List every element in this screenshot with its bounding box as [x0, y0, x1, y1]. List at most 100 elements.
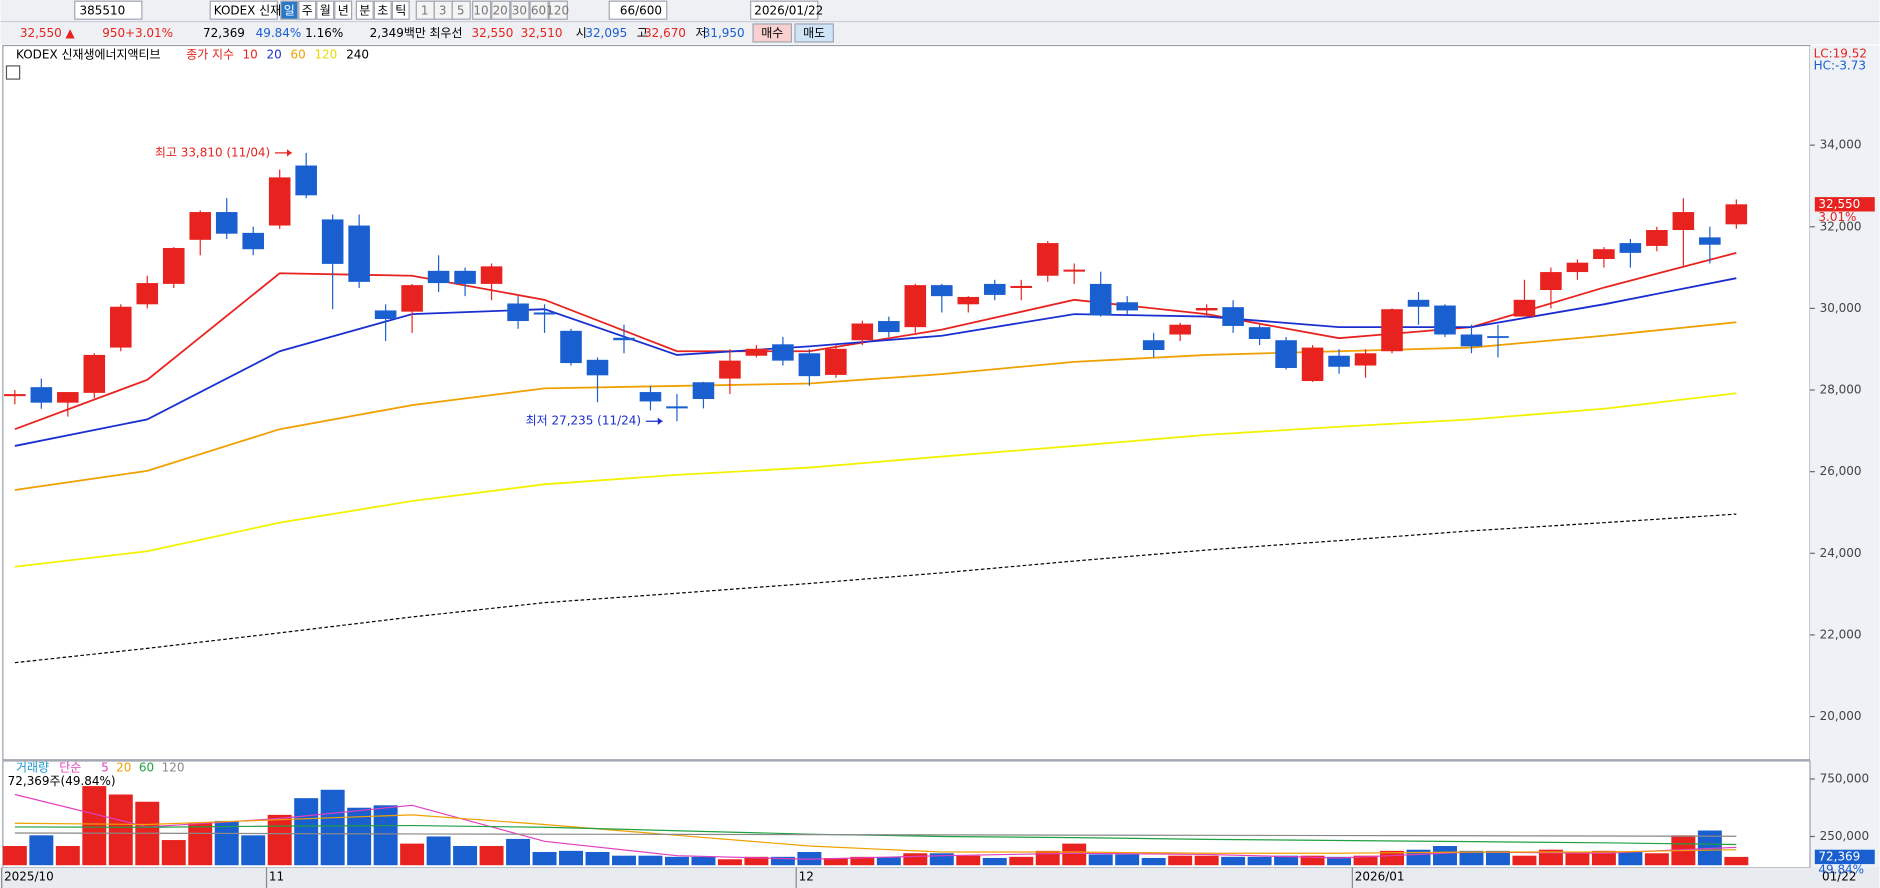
volume-bar	[241, 835, 266, 866]
annotation: 최고 33,810 (11/04)	[155, 145, 270, 159]
y-tick-label: 250,000	[1820, 829, 1870, 843]
legend-entry: 20	[116, 761, 131, 775]
candle-body	[560, 330, 582, 364]
candle-body	[1487, 336, 1509, 338]
candle-body	[957, 296, 980, 305]
last-price: 32,550	[1818, 197, 1860, 211]
volume-bar	[506, 838, 531, 866]
volume-bar	[161, 840, 186, 866]
table-icon[interactable]	[5, 65, 21, 80]
legend-entry: 10	[243, 48, 258, 62]
interval-button[interactable]: 30	[512, 3, 527, 17]
quote-item: +3.01%	[125, 26, 173, 40]
candle-body	[1116, 302, 1138, 311]
period-button[interactable]: 주	[302, 3, 313, 17]
quote-item: 32,670	[644, 26, 686, 40]
period-button[interactable]: 분	[359, 3, 370, 17]
candle-body	[1248, 327, 1271, 339]
volume-bar	[188, 823, 213, 866]
button[interactable]	[548, 0, 568, 20]
candle-body	[1275, 340, 1297, 368]
volume-bar	[214, 820, 239, 866]
interval-button[interactable]: 20	[493, 3, 508, 17]
y-tick-label: 30,000	[1820, 301, 1862, 315]
candle-body	[878, 321, 900, 333]
candle-body	[533, 312, 556, 315]
button[interactable]	[451, 0, 471, 20]
volume-bar	[717, 859, 742, 866]
interval-button[interactable]: 3	[439, 3, 447, 17]
legend-entry: 60	[290, 48, 305, 62]
quote-item: 49.84%	[256, 26, 302, 40]
button[interactable]	[298, 0, 317, 20]
button[interactable]	[491, 0, 511, 20]
button[interactable]	[316, 0, 335, 20]
candle-body	[507, 303, 529, 322]
moving-average	[14, 392, 1737, 568]
volume-bar	[797, 852, 822, 866]
button[interactable]	[510, 0, 530, 20]
legend-entry: 5	[101, 761, 109, 775]
volume-bar	[1538, 849, 1563, 866]
button[interactable]	[209, 0, 278, 20]
volume-bar	[1194, 855, 1219, 866]
volume-bar	[1353, 855, 1378, 866]
volume-bar	[2, 846, 27, 866]
candle-body	[321, 219, 344, 264]
candle-body	[1540, 272, 1562, 291]
volume-bar	[400, 843, 425, 866]
volume-bar	[55, 846, 80, 866]
interval-button[interactable]: 60	[531, 3, 546, 17]
interval-button[interactable]: 1	[421, 3, 429, 17]
button[interactable]	[608, 0, 668, 20]
candle-body	[136, 283, 159, 305]
period-button[interactable]: 년	[338, 3, 349, 17]
volume-bar	[1168, 855, 1193, 866]
quote-item: 950	[102, 26, 125, 40]
candle-body	[1699, 237, 1721, 245]
button[interactable]	[529, 0, 549, 20]
volume-bar	[1221, 856, 1246, 866]
volume-bar	[108, 794, 133, 866]
button[interactable]	[750, 0, 819, 20]
volume-bar	[1565, 852, 1590, 866]
volume-bar	[532, 852, 557, 866]
button[interactable]	[391, 0, 410, 20]
button[interactable]	[752, 23, 792, 43]
candle-body	[1010, 285, 1033, 288]
button[interactable]	[280, 0, 299, 20]
candle-body	[719, 360, 741, 379]
volume-bar	[585, 852, 610, 866]
volume-moving-average	[14, 793, 1737, 860]
candle-body	[1328, 355, 1350, 367]
interval-button[interactable]: 5	[457, 3, 465, 17]
period-button[interactable]: 일	[284, 3, 295, 17]
period-button[interactable]: 월	[320, 3, 331, 17]
volume-info: 72,369주(49.84%)	[8, 774, 116, 788]
interval-button[interactable]: 120	[546, 3, 569, 17]
period-button[interactable]: 틱	[395, 3, 406, 17]
candle-body	[110, 306, 132, 348]
sell-button[interactable]: 매도	[803, 26, 825, 40]
last-volume: 72,369	[1818, 849, 1860, 863]
period-button[interactable]: 초	[377, 3, 388, 17]
date-axis-bg	[0, 867, 1880, 888]
interval-button[interactable]: 10	[473, 3, 488, 17]
button[interactable]	[355, 0, 374, 20]
volume-moving-average	[14, 814, 1737, 854]
quote-item: 32,510	[521, 26, 563, 40]
button[interactable]	[373, 0, 392, 20]
button[interactable]	[794, 23, 834, 43]
button[interactable]	[334, 0, 353, 20]
volume-bar	[1433, 846, 1457, 866]
volume-bar	[1274, 855, 1299, 866]
price-panel	[2, 44, 1811, 761]
candle-body	[1089, 283, 1112, 316]
volume-bar	[1380, 850, 1405, 866]
volume-bar	[453, 846, 478, 866]
button[interactable]	[472, 0, 492, 20]
candle-body	[1725, 204, 1748, 225]
buy-button[interactable]: 매수	[761, 26, 783, 40]
button[interactable]	[74, 0, 143, 20]
